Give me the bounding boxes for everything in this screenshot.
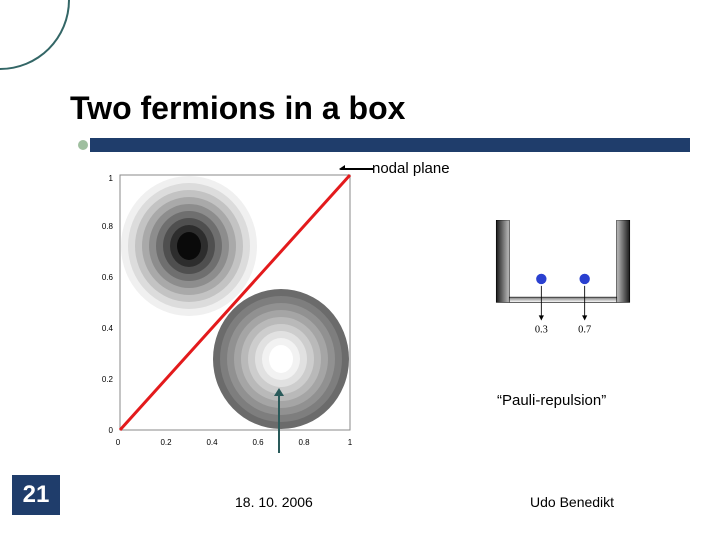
page-number: 21	[12, 475, 60, 515]
contour-plot: 0 0.2 0.4 0.6 0.8 1 0 0.2 0.4 0.6 0.8 1	[85, 170, 365, 460]
svg-text:0.2: 0.2	[160, 438, 172, 447]
svg-text:0.6: 0.6	[252, 438, 264, 447]
svg-text:0.2: 0.2	[102, 375, 114, 384]
svg-text:1: 1	[109, 174, 114, 183]
svg-text:0: 0	[116, 438, 121, 447]
particle-2-icon	[579, 274, 589, 284]
slide-title: Two fermions in a box	[70, 90, 405, 127]
footer-date: 18. 10. 2006	[235, 494, 313, 510]
svg-text:0: 0	[109, 426, 114, 435]
contour-indicator-arrow	[278, 395, 280, 453]
svg-text:0.8: 0.8	[102, 222, 114, 231]
svg-text:0.3: 0.3	[535, 325, 548, 336]
title-bullet-dot	[78, 140, 88, 150]
svg-text:0.6: 0.6	[102, 273, 114, 282]
svg-text:0.7: 0.7	[578, 325, 591, 336]
svg-text:1: 1	[348, 438, 353, 447]
svg-text:0.8: 0.8	[298, 438, 310, 447]
svg-text:0.4: 0.4	[206, 438, 218, 447]
pauli-repulsion-label: “Pauli-repulsion”	[497, 392, 606, 409]
svg-text:0.4: 0.4	[102, 324, 114, 333]
footer-author: Udo Benedikt	[530, 494, 614, 510]
potential-well-diagram: 0.3 0.7	[478, 220, 648, 350]
nodal-plane-label: nodal plane	[372, 160, 450, 177]
corner-arc-decoration	[0, 0, 70, 70]
title-underline-bar	[90, 138, 690, 152]
particle-1-icon	[536, 274, 546, 284]
